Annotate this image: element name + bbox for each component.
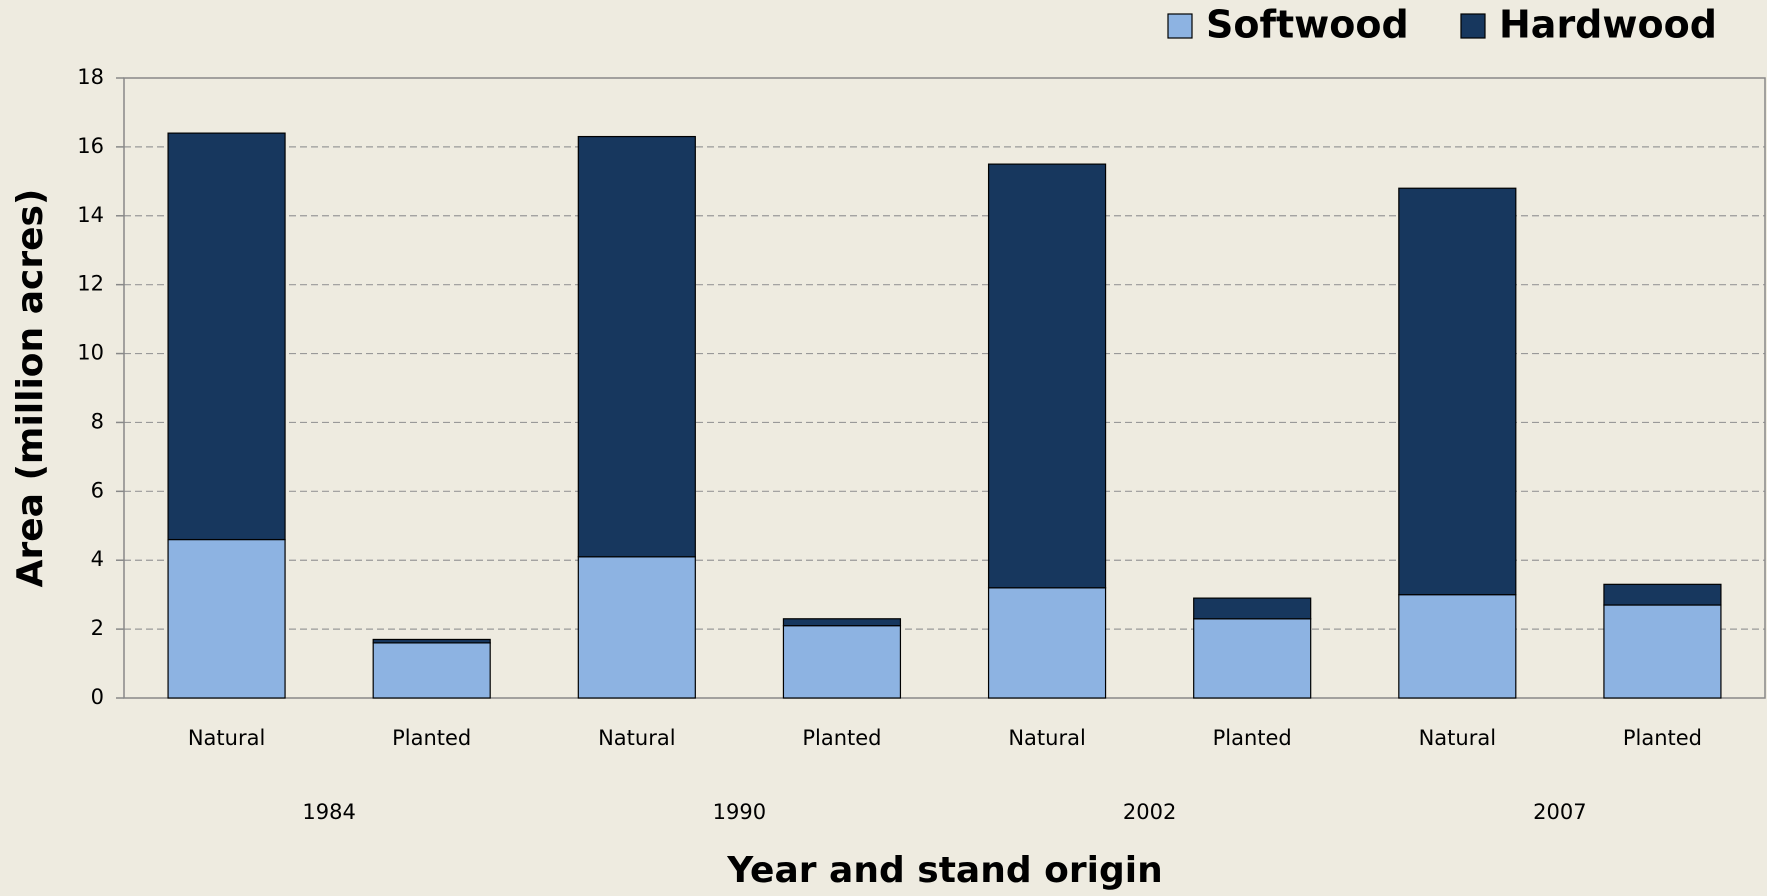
x-group-label: 1990	[713, 800, 766, 824]
bar-segment	[1398, 187, 1517, 596]
y-tick-label: 6	[91, 478, 104, 502]
x-tick-label: Planted	[802, 726, 881, 750]
legend-label: Softwood	[1206, 3, 1409, 47]
y-tick-label: 14	[77, 203, 104, 227]
bar-segment	[167, 538, 286, 699]
y-tick-label: 0	[91, 685, 104, 709]
x-tick-label: Natural	[1008, 726, 1085, 750]
y-axis-title: Area (million acres)	[10, 189, 51, 588]
bar-segment	[372, 642, 491, 699]
bar-segment	[1398, 594, 1517, 699]
x-group-label: 2002	[1123, 800, 1176, 824]
bar-segment	[167, 132, 286, 541]
y-tick-label: 8	[91, 409, 104, 433]
bar-segment	[1193, 597, 1312, 620]
x-tick-label: Planted	[392, 726, 471, 750]
x-axis-title: Year and stand origin	[726, 850, 1162, 891]
x-group-label: 2007	[1533, 800, 1586, 824]
bar-segment	[372, 638, 491, 644]
bar-segment	[1603, 583, 1722, 606]
bar-segment	[987, 163, 1107, 589]
y-tick-label: 10	[77, 341, 104, 365]
x-tick-label: Planted	[1213, 726, 1292, 750]
legend-label: Hardwood	[1499, 3, 1717, 47]
bar-segment	[577, 556, 696, 699]
legend-swatch	[1460, 13, 1486, 39]
bar-segment	[987, 587, 1107, 699]
bar-segment	[782, 618, 902, 627]
bar-segment	[577, 135, 696, 558]
y-tick-label: 16	[77, 134, 104, 158]
bar-segment	[1193, 618, 1312, 699]
x-tick-label: Natural	[598, 726, 675, 750]
bar-segment	[782, 625, 902, 699]
y-tick-label: 18	[77, 65, 104, 89]
x-tick-label: Planted	[1623, 726, 1702, 750]
y-tick-label: 12	[77, 272, 104, 296]
legend-swatch	[1167, 13, 1193, 39]
bar-segment	[1603, 604, 1722, 699]
plot-border	[123, 77, 1766, 699]
x-group-label: 1984	[302, 800, 355, 824]
y-tick-label: 2	[91, 616, 104, 640]
y-tick-label: 4	[91, 547, 104, 571]
x-tick-label: Natural	[1419, 726, 1496, 750]
x-tick-label: Natural	[188, 726, 265, 750]
